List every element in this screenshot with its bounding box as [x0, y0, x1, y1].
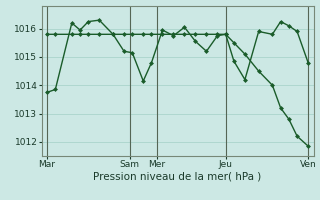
X-axis label: Pression niveau de la mer( hPa ): Pression niveau de la mer( hPa ) — [93, 172, 262, 182]
